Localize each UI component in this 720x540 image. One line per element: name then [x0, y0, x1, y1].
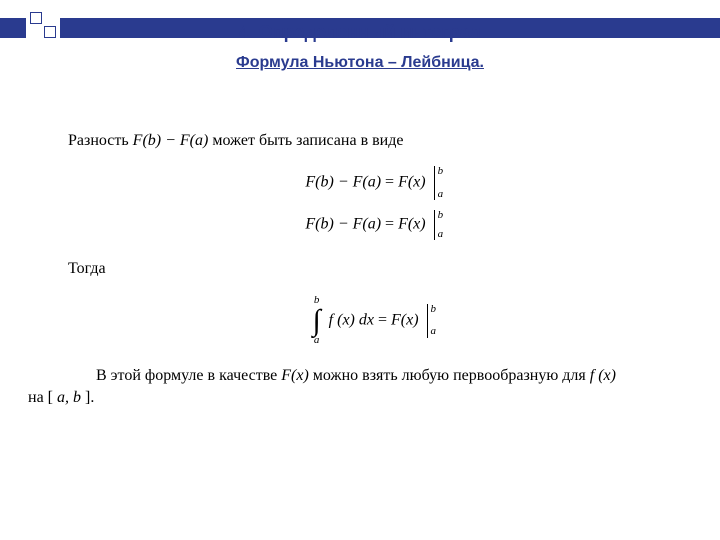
- eval-bar-icon: b a: [434, 210, 435, 240]
- slide-subtitle: Формула Ньютона – Лейбница.: [0, 54, 720, 72]
- math-rhs: F(x): [391, 311, 419, 328]
- eval-upper: b: [438, 208, 444, 223]
- math-lhs: F(b) − F(a): [305, 216, 381, 233]
- eval-lower: a: [431, 324, 437, 339]
- slide-body: Разность F(b) − F(a) может быть записана…: [40, 130, 700, 424]
- math-inline: f (x): [590, 367, 616, 384]
- math-inline: F(x): [281, 367, 309, 384]
- paragraph-note: В этой формуле в качестве F(x) можно взя…: [0, 365, 720, 410]
- math-lhs: F(b) − F(a): [305, 174, 381, 191]
- equals-sign: =: [378, 311, 391, 328]
- int-lower: a: [314, 335, 320, 347]
- math-inline: F(b) − F(a): [133, 132, 209, 149]
- text-run: на [: [28, 389, 53, 406]
- eval-lower: a: [438, 187, 444, 202]
- eval-bar-icon: b a: [434, 166, 435, 200]
- equation-line-2: F(b) − F(a) = F(x) b a: [40, 210, 700, 240]
- text-run: может быть записана в виде: [212, 132, 403, 149]
- eval-lower: a: [438, 227, 444, 242]
- text-run: Разность: [68, 132, 133, 149]
- equals-sign: =: [385, 174, 398, 191]
- integral-icon: b ∫ a: [312, 295, 320, 347]
- integrand: f (x) dx: [329, 311, 374, 328]
- equation-main: b ∫ a f (x) dx = F(x) b a: [40, 295, 700, 347]
- math-rhs: F(x): [398, 174, 426, 191]
- text-run: можно взять любую первообразную для: [313, 367, 590, 384]
- eval-upper: b: [431, 302, 437, 317]
- paragraph-intro: Разность F(b) − F(a) может быть записана…: [40, 130, 700, 152]
- math-inline: a, b: [57, 389, 81, 406]
- text-run: ].: [85, 389, 94, 406]
- slide-title: 4. Определенный интеграл: [0, 22, 720, 43]
- equals-sign: =: [385, 216, 398, 233]
- text-run: В этой формуле в качестве: [28, 367, 281, 384]
- math-rhs: F(x): [398, 216, 426, 233]
- paragraph-then: Тогда: [40, 258, 700, 280]
- eval-bar-icon: b a: [427, 304, 428, 338]
- eval-upper: b: [438, 164, 444, 179]
- equation-line-1: F(b) − F(a) = F(x) b a: [40, 166, 700, 200]
